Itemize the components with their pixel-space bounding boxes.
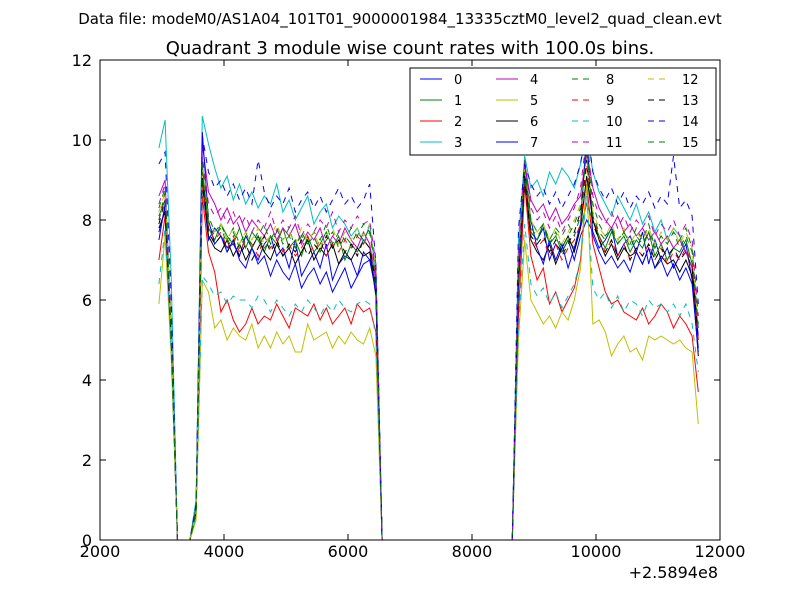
x-tick-label: 10000 [571,542,622,561]
legend-label: 2 [454,115,462,130]
legend-item-15: 15 [648,136,699,151]
legend-item-12: 12 [648,73,699,88]
legend-item-8: 8 [572,73,614,88]
legend-box [409,67,717,156]
y-tick-label: 0 [82,531,92,550]
data-file-label: Data file: modeM0/AS1A04_101T01_90000019… [78,10,722,29]
legend-label: 9 [606,94,614,109]
plot-frame [99,59,721,541]
legend-item-2: 2 [420,115,462,130]
series-line-12 [158,155,699,541]
x-tick-label: 6000 [328,542,369,561]
y-tick-label: 12 [72,51,92,70]
legend-label: 3 [454,136,462,151]
legend-item-3: 3 [420,136,462,151]
legend-item-1: 1 [420,94,462,109]
y-tick-label: 2 [82,451,92,470]
series-line-13 [158,159,699,541]
y-tick-label: 6 [82,291,92,310]
legend-item-6: 6 [496,115,538,130]
legend-label: 7 [530,136,538,151]
x-tick-label: 12000 [695,542,746,561]
legend-label: 12 [682,73,699,88]
legend-item-11: 11 [572,136,623,151]
legend-item-10: 10 [572,115,623,130]
chart-title: Quadrant 3 module wise count rates with … [166,38,655,59]
legend-label: 8 [606,73,614,88]
legend-item-0: 0 [420,73,462,88]
legend-item-4: 4 [496,73,538,88]
legend-label: 15 [682,136,699,151]
legend-item-13: 13 [648,94,699,109]
series-line-15 [158,151,699,541]
x-offset-label: +2.5894e8 [629,563,718,582]
legend-label: 14 [682,115,699,130]
y-tick-label: 4 [82,371,92,390]
legend-label: 10 [606,115,623,130]
series-line-14 [158,123,699,541]
legend-label: 5 [530,94,538,109]
legend-item-9: 9 [572,94,614,109]
legend-item-14: 14 [648,115,699,130]
y-tick-label: 10 [72,131,92,150]
legend-label: 1 [454,94,462,109]
legend-item-5: 5 [496,94,538,109]
legend-label: 4 [530,73,538,88]
legend-label: 0 [454,73,462,88]
legend-label: 13 [682,94,699,109]
x-tick-label: 2000 [80,542,121,561]
legend-item-7: 7 [496,136,538,151]
x-tick-label: 4000 [204,542,245,561]
y-tick-label: 8 [82,211,92,230]
x-tick-label: 8000 [452,542,493,561]
legend-label: 11 [606,136,623,151]
legend-label: 6 [530,115,538,130]
